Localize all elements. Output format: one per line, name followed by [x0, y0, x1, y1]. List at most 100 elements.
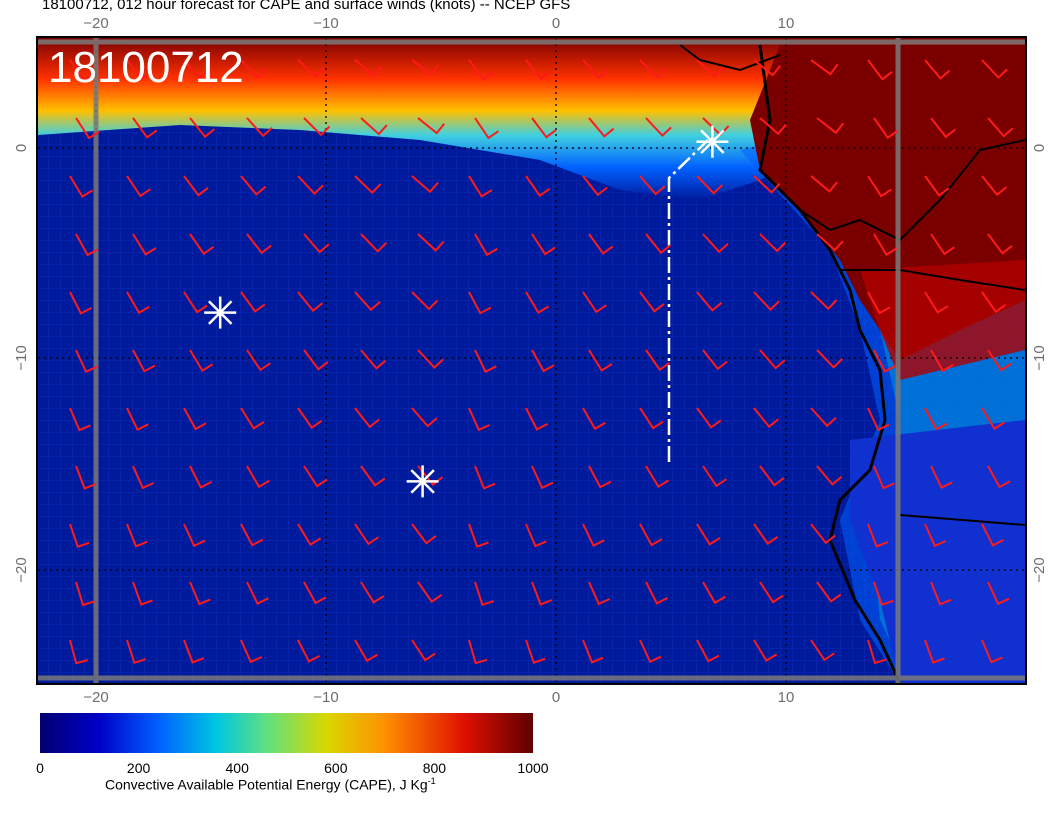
- wind-barb-icon: [132, 581, 153, 606]
- wind-barb-icon: [987, 117, 1014, 138]
- wind-barb-icon: [126, 407, 149, 431]
- wind-barb-icon: [132, 349, 156, 373]
- wind-barb-icon: [126, 639, 147, 665]
- wind-barb-icon: [582, 291, 607, 314]
- wind-barb-icon: [639, 291, 665, 313]
- wind-barb-icon: [132, 117, 158, 139]
- wind-barb-icon: [810, 407, 837, 428]
- top-lon-tick: −10: [313, 15, 338, 32]
- wind-barb-icon: [531, 233, 556, 256]
- wind-barb-icon: [867, 407, 890, 432]
- wind-barb-icon: [873, 581, 894, 606]
- wind-barb-icon: [69, 291, 93, 315]
- wind-barb-icon: [240, 291, 266, 313]
- bottom-lon-tick: −10: [313, 689, 338, 706]
- wind-barb-icon: [126, 291, 150, 315]
- wind-barb-icon: [930, 233, 955, 256]
- wind-barb-icon: [702, 233, 729, 254]
- wind-barb-icon: [183, 407, 207, 431]
- wind-barb-icon: [981, 523, 1005, 547]
- wind-barb-icon: [303, 465, 328, 488]
- wind-barb-icon: [867, 175, 892, 198]
- wind-barb-icon: [240, 407, 265, 430]
- wind-barb-icon: [525, 523, 547, 548]
- wind-barb-icon: [69, 407, 91, 432]
- wind-barb-icon: [930, 349, 954, 373]
- wind-barb-icon: [867, 523, 889, 548]
- wind-barb-icon: [132, 465, 155, 490]
- colorbar-tick: 800: [422, 760, 447, 776]
- wind-barb-icon: [240, 639, 263, 664]
- right-lat-tick: −10: [1031, 345, 1048, 370]
- wind-barb-icon: [531, 117, 557, 139]
- wind-barb-icon: [525, 407, 549, 431]
- wind-barb-icon: [645, 349, 671, 372]
- map-time-label: 18100712: [48, 43, 244, 92]
- right-lat-tick: −20: [1031, 557, 1048, 582]
- asterisk-marker-3: [696, 125, 729, 158]
- wind-barb-icon: [645, 581, 669, 605]
- wind-barb-icon: [696, 59, 724, 78]
- wind-barb-icon: [246, 233, 272, 255]
- wind-barb-icon: [75, 465, 97, 490]
- wind-barb-icon: [189, 581, 211, 606]
- left-lat-tick: 0: [13, 144, 30, 152]
- wind-barb-icon: [468, 291, 492, 315]
- wind-barb-icon: [468, 175, 493, 198]
- wind-barb-icon: [411, 175, 439, 194]
- colorbar: [40, 713, 533, 753]
- wind-barb-icon: [981, 59, 1008, 80]
- wind-barb-icon: [525, 291, 550, 314]
- wind-barb-icon: [69, 523, 90, 548]
- wind-barb-icon: [240, 175, 267, 196]
- wind-barb-icon: [189, 233, 215, 256]
- wind-barb-icon: [639, 639, 662, 664]
- colorbar-tick: 400: [225, 760, 249, 776]
- wind-barb-icon: [753, 175, 781, 194]
- wind-barb-icon: [411, 291, 439, 311]
- wind-barb-icon: [873, 233, 898, 256]
- wind-barb-icon: [354, 523, 379, 546]
- wind-barb-icon: [474, 117, 499, 140]
- wind-barb-icon: [639, 175, 666, 196]
- wind-barb-icon: [924, 291, 949, 314]
- wind-barb-icon: [702, 349, 728, 371]
- wind-barb-icon: [411, 59, 440, 76]
- bottom-lon-tick: 10: [778, 689, 795, 706]
- wind-barb-icon: [582, 59, 609, 80]
- wind-barb-icon: [354, 59, 382, 77]
- wind-barb-icon: [924, 175, 950, 197]
- wind-barb-icon: [816, 465, 843, 486]
- wind-barb-icon: [246, 581, 269, 605]
- wind-barb-icon: [360, 349, 387, 370]
- wind-barb-icon: [411, 639, 436, 662]
- wind-barb-icon: [696, 639, 720, 663]
- colorbar-tick: 200: [126, 760, 151, 776]
- wind-barb-icon: [303, 349, 329, 371]
- wind-barb-icon: [753, 291, 780, 312]
- wind-barb-icon: [354, 175, 382, 195]
- left-lat-tick: −20: [13, 557, 30, 582]
- wind-barb-icon: [297, 407, 323, 430]
- wind-barb-icon: [354, 407, 380, 429]
- wind-barb-icon: [924, 407, 948, 431]
- wind-barb-icon: [981, 407, 1006, 430]
- wind-barb-icon: [474, 581, 495, 607]
- top-lon-tick: 0: [552, 15, 560, 32]
- wind-barb-icon: [240, 59, 267, 79]
- wind-barb-icon: [75, 233, 99, 257]
- wind-barb-icon: [924, 523, 947, 548]
- wind-barb-icon: [468, 59, 494, 81]
- wind-barb-icon: [867, 59, 893, 81]
- wind-barb-icon: [987, 233, 1013, 255]
- wind-barb-icon: [930, 581, 952, 606]
- wind-barb-icon: [696, 291, 723, 312]
- wind-barb-icon: [525, 59, 552, 81]
- wind-barb-icon: [588, 465, 612, 489]
- wind-barb-icon: [417, 581, 443, 604]
- wind-barb-icon: [126, 59, 152, 81]
- wind-barb-icon: [468, 639, 488, 665]
- wind-barb-icon: [588, 349, 613, 372]
- wind-barb-icon: [525, 639, 546, 664]
- wind-barb-icon: [639, 407, 664, 430]
